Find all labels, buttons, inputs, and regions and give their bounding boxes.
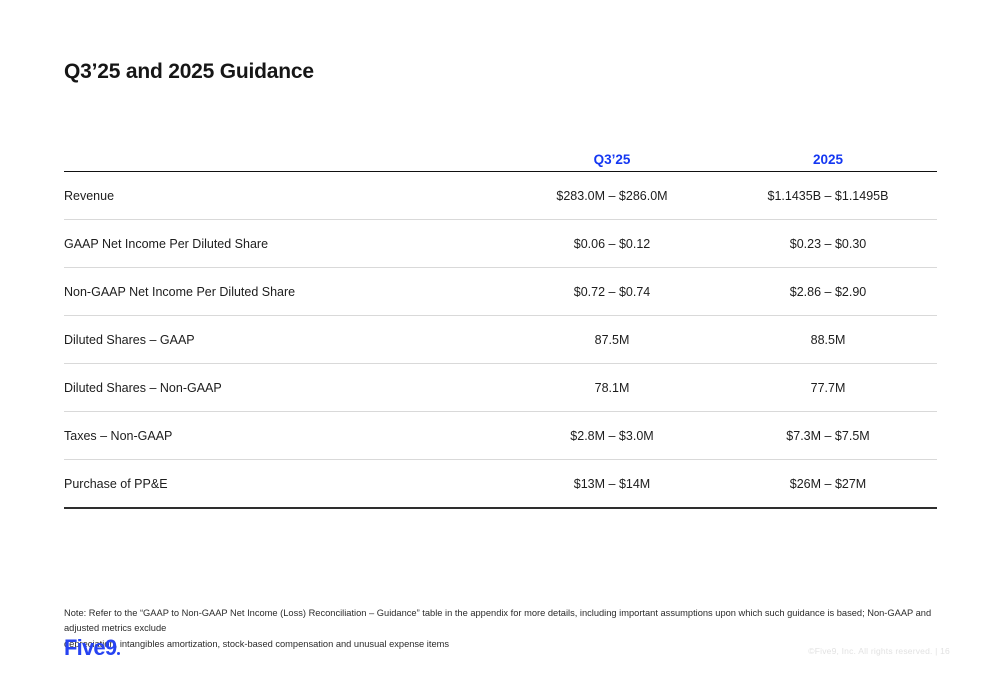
footnote-line-1: Note: Refer to the “GAAP to Non-GAAP Net… <box>64 608 932 634</box>
table-row: Diluted Shares – GAAP 87.5M 88.5M <box>64 316 937 364</box>
row-fy-value: $2.86 – $2.90 <box>789 284 867 299</box>
table-row: Taxes – Non-GAAP $2.8M – $3.0M $7.3M – $… <box>64 412 937 460</box>
row-fy-value: 77.7M <box>810 380 846 395</box>
row-q3-value: 87.5M <box>594 332 630 347</box>
copyright-text: ©Five9, Inc. All rights reserved. | 16 <box>808 646 950 656</box>
row-fy-value: $26M – $27M <box>789 476 867 491</box>
row-label: Diluted Shares – Non-GAAP <box>64 380 222 395</box>
row-q3-value: $2.8M – $3.0M <box>570 428 654 443</box>
row-label: GAAP Net Income Per Diluted Share <box>64 236 269 251</box>
row-q3-value: 78.1M <box>594 380 630 395</box>
row-q3-value: $0.06 – $0.12 <box>573 236 651 251</box>
footnote-line-2: depreciation, intangibles amortization, … <box>64 638 450 649</box>
row-fy-value: $7.3M – $7.5M <box>786 428 870 443</box>
five9-logo: Five9 <box>64 635 121 661</box>
row-label: Purchase of PP&E <box>64 476 168 491</box>
row-label: Taxes – Non-GAAP <box>64 428 173 443</box>
row-label: Non-GAAP Net Income Per Diluted Share <box>64 284 296 299</box>
footnote: Note: Refer to the “GAAP to Non-GAAP Net… <box>64 606 939 652</box>
trademark-dot-icon <box>117 652 121 655</box>
column-header-q3-25: Q3’25 <box>593 152 631 167</box>
row-fy-value: 88.5M <box>810 332 846 347</box>
row-label: Revenue <box>64 188 115 203</box>
row-q3-value: $283.0M – $286.0M <box>556 188 668 203</box>
row-label: Diluted Shares – GAAP <box>64 332 195 347</box>
row-fy-value: $1.1435B – $1.1495B <box>767 188 889 203</box>
row-fy-value: $0.23 – $0.30 <box>789 236 867 251</box>
five9-logo-text: Five9 <box>64 635 117 660</box>
column-header-2025: 2025 <box>812 152 844 167</box>
table-row: Non-GAAP Net Income Per Diluted Share $0… <box>64 268 937 316</box>
table-row: Diluted Shares – Non-GAAP 78.1M 77.7M <box>64 364 937 412</box>
row-q3-value: $13M – $14M <box>573 476 651 491</box>
table-row: GAAP Net Income Per Diluted Share $0.06 … <box>64 220 937 268</box>
page-title: Q3’25 and 2025 Guidance <box>64 60 314 83</box>
table-row: Purchase of PP&E $13M – $14M $26M – $27M <box>64 460 937 509</box>
table-row: Revenue $283.0M – $286.0M $1.1435B – $1.… <box>64 172 937 220</box>
row-q3-value: $0.72 – $0.74 <box>573 284 651 299</box>
guidance-table: Q3’25 2025 Revenue $283.0M – $286.0M $1.… <box>64 143 937 509</box>
table-header-row: Q3’25 2025 <box>64 143 937 172</box>
